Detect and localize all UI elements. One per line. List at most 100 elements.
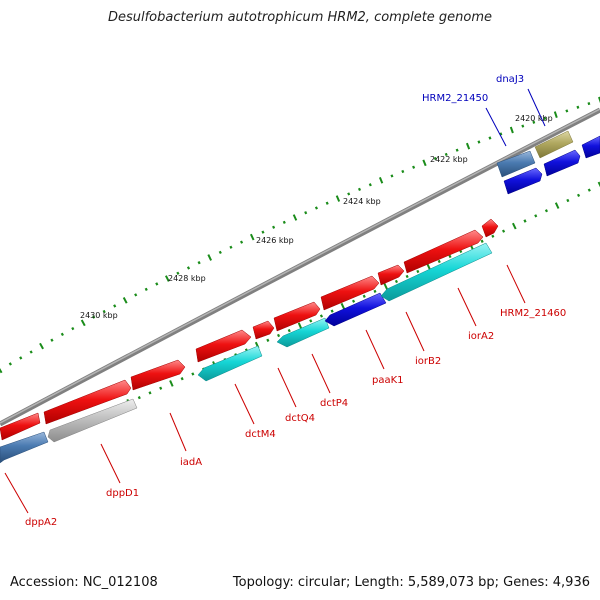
- minor-tick: [218, 250, 222, 255]
- gene-arrow[interactable]: [543, 149, 581, 177]
- minor-tick: [390, 174, 394, 178]
- leader-line-red: [365, 329, 385, 370]
- minor-tick: [394, 279, 398, 284]
- minor-tick: [50, 338, 54, 342]
- minor-tick: [197, 261, 201, 265]
- gene-arrow-forward[interactable]: [195, 329, 252, 363]
- gene-box[interactable]: [496, 150, 536, 178]
- minor-tick: [240, 240, 244, 244]
- minor-tick: [319, 314, 323, 318]
- minor-tick: [282, 220, 286, 224]
- gene-leader-lines: [4, 88, 546, 514]
- gene-label-hrm2-21450[interactable]: HRM2_21450: [422, 93, 488, 104]
- leader-line-red: [311, 353, 331, 394]
- minor-tick: [60, 332, 64, 337]
- minor-tick: [587, 188, 591, 192]
- gene-label-dctq4[interactable]: dctQ4: [285, 413, 315, 424]
- minor-tick: [499, 132, 503, 136]
- gene-label-iora2[interactable]: iorA2: [468, 331, 494, 342]
- minor-tick: [480, 239, 484, 243]
- leader-line-red: [234, 383, 255, 425]
- leader-line-blue: [485, 107, 507, 147]
- gene-arrow-reverse[interactable]: [0, 431, 49, 464]
- minor-tick: [405, 274, 409, 279]
- minor-tick: [352, 299, 356, 303]
- minor-tick: [401, 169, 405, 174]
- gene-label-iada[interactable]: iadA: [180, 457, 202, 468]
- gene-label-hrm2-21460[interactable]: HRM2_21460: [500, 308, 566, 319]
- gene-arrow-forward[interactable]: [0, 412, 41, 441]
- gene-arrow-reverse[interactable]: [380, 242, 493, 302]
- minor-tick: [412, 165, 416, 169]
- gene-arrow[interactable]: [581, 135, 600, 159]
- minor-tick: [488, 136, 492, 140]
- minor-tick: [455, 148, 459, 152]
- kbp-label: 2430 kbp: [80, 311, 118, 320]
- minor-tick: [229, 245, 233, 249]
- gene-label-dnaj3[interactable]: dnaJ3: [496, 74, 524, 85]
- minor-tick: [287, 328, 291, 333]
- minor-tick: [180, 377, 184, 381]
- minor-tick: [134, 293, 138, 297]
- gene-arrow-reverse[interactable]: [197, 345, 263, 382]
- gene-box[interactable]: [534, 130, 574, 159]
- gene-arrow-forward[interactable]: [273, 301, 321, 332]
- minor-tick: [191, 372, 195, 376]
- kbp-label: 2428 kbp: [168, 274, 206, 283]
- kbp-label: 2426 kbp: [256, 236, 294, 245]
- topology-text: Topology: circular; Length: 5,589,073 bp…: [232, 575, 590, 590]
- major-tick: [169, 380, 174, 387]
- minor-tick: [19, 356, 23, 360]
- gene-arrow-forward[interactable]: [43, 379, 132, 425]
- leader-line-red: [405, 311, 425, 352]
- leader-line-red: [506, 264, 526, 304]
- gene-label-dppd1[interactable]: dppD1: [106, 488, 139, 499]
- major-tick: [80, 319, 86, 327]
- gene-arrow-forward[interactable]: [320, 275, 380, 311]
- minor-tick: [433, 157, 437, 161]
- minor-tick: [576, 105, 580, 109]
- gene-label-dctp4[interactable]: dctP4: [320, 398, 348, 409]
- gene-arrow-forward[interactable]: [481, 218, 499, 238]
- gene-arrow-reverse[interactable]: [276, 317, 330, 348]
- gene-arrow-forward[interactable]: [377, 264, 405, 286]
- major-tick: [597, 181, 600, 188]
- minor-tick: [261, 230, 265, 234]
- leader-line-red: [100, 443, 121, 484]
- minor-tick: [137, 396, 141, 400]
- minor-tick: [477, 140, 481, 144]
- leader-line-red: [4, 472, 29, 514]
- major-tick: [554, 202, 560, 209]
- minor-tick: [491, 234, 495, 238]
- minor-tick: [176, 271, 180, 275]
- major-tick: [598, 96, 600, 104]
- accession-text: Accession: NC_012108: [10, 575, 158, 590]
- gene-label-dctm4[interactable]: dctM4: [245, 429, 276, 440]
- major-tick: [511, 222, 517, 230]
- gene-arrow-reverse[interactable]: [47, 398, 138, 443]
- gene-label-dppa2[interactable]: dppA2: [25, 517, 57, 528]
- minor-tick: [373, 289, 377, 293]
- reverse-gene-track: [0, 242, 493, 464]
- gene-label-iorb2[interactable]: iorB2: [415, 356, 441, 367]
- kbp-label: 2422 kbp: [430, 155, 468, 164]
- major-tick: [207, 254, 213, 261]
- minor-tick: [92, 315, 96, 319]
- gene-arrow-forward[interactable]: [130, 359, 186, 391]
- minor-tick: [113, 304, 117, 308]
- top-right-genes: [496, 130, 600, 195]
- major-tick: [297, 322, 303, 330]
- minor-tick: [102, 309, 106, 314]
- major-tick: [422, 159, 427, 167]
- major-tick: [39, 342, 44, 350]
- gene-arrow-reverse[interactable]: [324, 292, 387, 327]
- minor-tick: [148, 391, 152, 395]
- kbp-labels: 2420 kbp 2422 kbp 2424 kbp 2426 kbp 2428…: [80, 114, 553, 320]
- minor-tick: [523, 219, 527, 223]
- gene-arrow[interactable]: [503, 167, 543, 195]
- minor-tick: [330, 309, 334, 313]
- gene-arrow-forward[interactable]: [403, 229, 484, 274]
- gene-arrow-forward[interactable]: [252, 320, 275, 340]
- kbp-label: 2420 kbp: [515, 114, 553, 123]
- gene-label-paak1[interactable]: paaK1: [372, 375, 404, 386]
